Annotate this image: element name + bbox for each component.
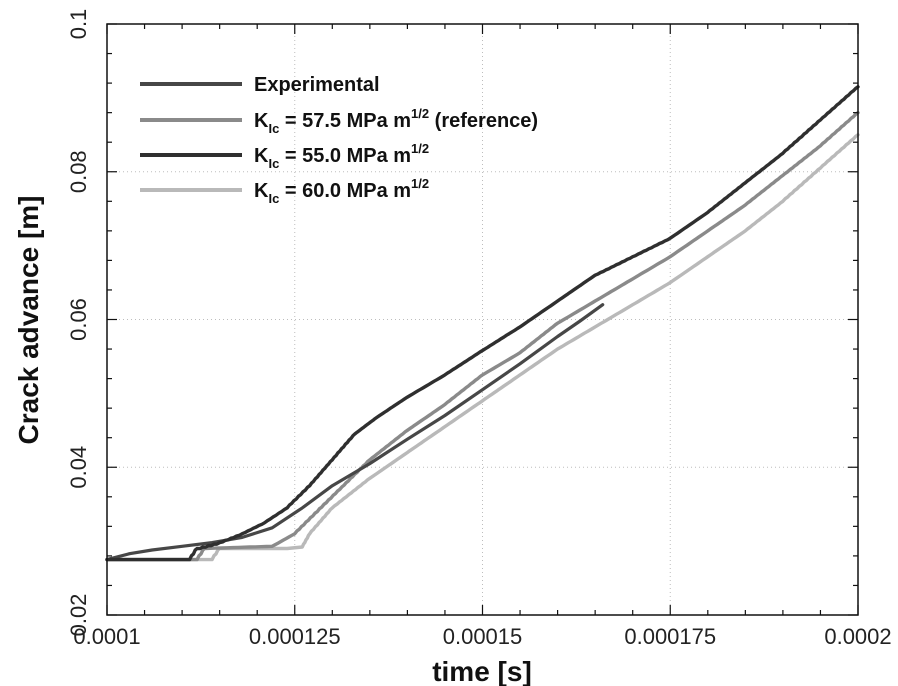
y-tick-label: 0.1	[66, 9, 91, 40]
y-tick-label: 0.08	[66, 150, 91, 193]
series-lines	[105, 85, 860, 562]
series-line-1	[105, 111, 860, 562]
x-tick-label: 0.000125	[249, 624, 341, 649]
series-line-2	[105, 85, 860, 562]
tick-marks	[106, 23, 859, 616]
y-tick-label: 0.04	[66, 446, 91, 489]
y-tick-label: 0.02	[66, 594, 91, 637]
legend-label-0: Experimental	[254, 74, 380, 96]
series-line-3	[105, 133, 860, 562]
legend-label-1: KIc = 57.5 MPa m1/2 (reference)	[254, 106, 538, 136]
x-tick-label: 0.000175	[624, 624, 716, 649]
y-tick-label: 0.06	[66, 298, 91, 341]
x-tick-label: 0.00015	[443, 624, 523, 649]
x-tick-label: 0.0001	[73, 624, 140, 649]
grid	[107, 24, 858, 615]
legend-label-2: KIc = 55.0 MPa m1/2	[254, 141, 429, 171]
legend: Experimental KIc = 57.5 MPa m1/2 (referen…	[140, 74, 538, 206]
series-line-0	[105, 303, 605, 562]
x-tick-label: 0.0002	[824, 624, 891, 649]
tick-labels: 0.0001 0.000125 0.00015 0.000175 0.0002 0.02 0…	[66, 9, 892, 649]
x-axis-title: time [s]	[432, 656, 532, 686]
legend-label-3: KIc = 60.0 MPa m1/2	[254, 176, 429, 206]
y-axis-title: Crack advance [m]	[13, 195, 44, 444]
